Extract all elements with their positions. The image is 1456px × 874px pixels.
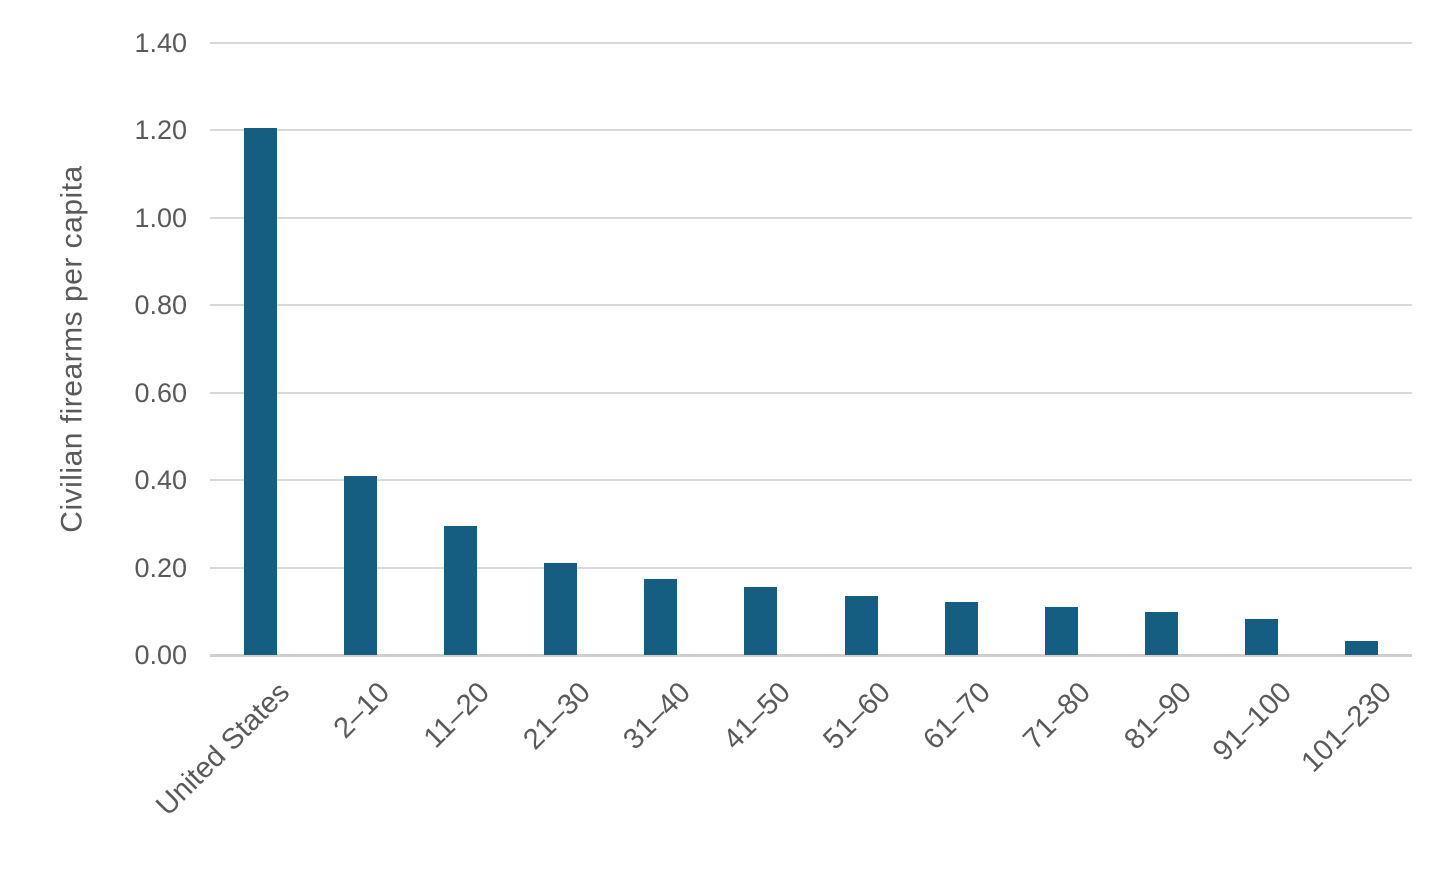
bar xyxy=(1245,618,1279,655)
bar xyxy=(944,601,978,655)
y-tick-label: 0.20 xyxy=(134,552,187,583)
bar xyxy=(644,578,678,655)
gridline xyxy=(210,566,1412,569)
y-tick-label: 0.40 xyxy=(134,465,187,496)
gridline xyxy=(210,216,1412,219)
plot-area xyxy=(210,42,1412,657)
y-tick-label: 0.00 xyxy=(134,640,187,670)
y-tick-label: 1.00 xyxy=(134,202,187,233)
x-tick-label: 81–90 xyxy=(1117,676,1198,756)
gridline xyxy=(210,42,1412,44)
x-tick-label: 71–80 xyxy=(1017,676,1098,756)
x-tick-label: 21–30 xyxy=(516,676,597,756)
x-tick-label: 101–230 xyxy=(1295,676,1398,779)
bar xyxy=(544,563,578,655)
x-tick-label: 11–20 xyxy=(418,676,497,755)
gridline xyxy=(210,304,1412,307)
x-tick-label: 51–60 xyxy=(817,676,897,756)
bar xyxy=(243,128,277,655)
y-tick-label: 0.60 xyxy=(134,377,187,408)
y-tick-label: 0.80 xyxy=(134,290,187,321)
x-tick-label: 41–50 xyxy=(717,676,797,756)
gridline xyxy=(210,129,1412,132)
bar xyxy=(343,475,377,655)
y-axis-title-wrap: Civilian firearms per capita xyxy=(48,43,98,655)
y-tick-label: 1.40 xyxy=(134,28,187,58)
x-axis-line xyxy=(210,654,1412,657)
bar xyxy=(443,526,477,655)
bar xyxy=(1044,606,1078,655)
x-tick-label: 31–40 xyxy=(617,676,697,756)
y-tick-label: 1.20 xyxy=(134,115,187,146)
gridline xyxy=(210,391,1412,394)
x-tick-label: United States xyxy=(150,676,296,823)
bar xyxy=(744,587,778,655)
gridline xyxy=(210,479,1412,482)
x-tick-label: 2–10 xyxy=(327,676,397,745)
x-tick-label: 91–100 xyxy=(1206,676,1298,768)
x-tick-label: 61–70 xyxy=(917,676,998,756)
bar xyxy=(1345,641,1379,655)
bar xyxy=(1145,612,1179,655)
bar xyxy=(844,595,878,655)
y-axis-title: Civilian firearms per capita xyxy=(56,165,90,533)
